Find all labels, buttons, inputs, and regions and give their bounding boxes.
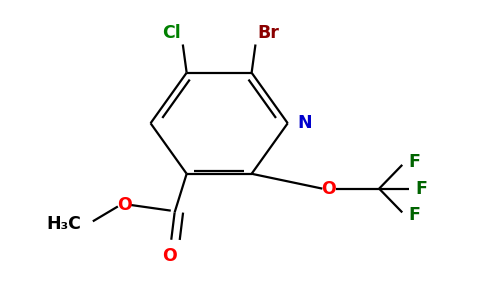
Text: O: O	[163, 247, 177, 265]
Text: Br: Br	[257, 24, 279, 42]
Text: F: F	[415, 180, 427, 198]
Text: F: F	[408, 206, 420, 224]
Text: O: O	[117, 196, 132, 214]
Text: F: F	[408, 153, 420, 171]
Text: Cl: Cl	[162, 24, 181, 42]
Text: O: O	[321, 180, 336, 198]
Text: N: N	[297, 114, 312, 132]
Text: H₃C: H₃C	[46, 215, 81, 233]
